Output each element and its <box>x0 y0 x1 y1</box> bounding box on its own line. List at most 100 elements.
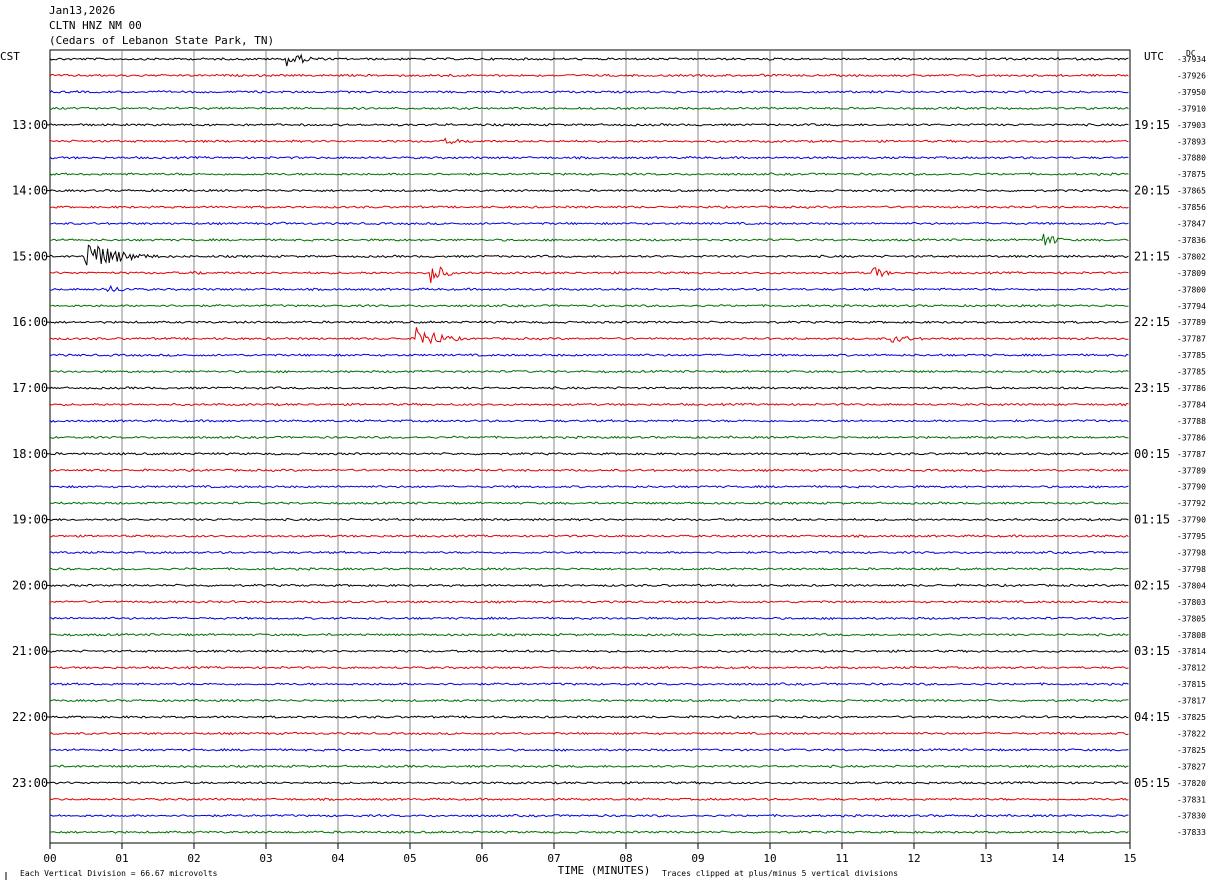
dc-offset-label: -37830 <box>1177 812 1206 821</box>
dc-offset-label: -37934 <box>1177 55 1206 64</box>
seismic-trace <box>49 764 1129 769</box>
x-tick-label: 14 <box>1051 852 1065 865</box>
dc-offset-label: -37815 <box>1177 680 1206 689</box>
dc-offset-label: -37831 <box>1177 795 1206 804</box>
dc-offset-label: -37880 <box>1177 154 1206 163</box>
seismic-trace <box>49 731 1129 736</box>
right-hour-label: 01:15 <box>1134 513 1170 527</box>
dc-offset-label: -37786 <box>1177 384 1206 393</box>
seismic-trace <box>49 797 1129 802</box>
seismic-trace <box>49 53 1129 67</box>
station-label: CLTN HNZ NM 00 <box>49 19 142 32</box>
left-hour-label: 23:00 <box>12 776 48 790</box>
dc-offset-label: -37809 <box>1177 269 1206 278</box>
dc-offset-label: -37787 <box>1177 335 1206 344</box>
seismic-trace <box>49 402 1129 407</box>
right-hour-label: 20:15 <box>1134 184 1170 198</box>
dc-offset-label: -37836 <box>1177 236 1206 245</box>
seismic-trace <box>49 649 1129 654</box>
left-hour-label: 18:00 <box>12 447 48 461</box>
dc-offset-label: -37790 <box>1177 483 1206 492</box>
x-tick-label: 13 <box>979 852 992 865</box>
dc-offset-label: -37856 <box>1177 203 1206 212</box>
seismic-trace <box>49 715 1129 719</box>
seismic-trace <box>49 600 1129 604</box>
right-hour-label: 23:15 <box>1134 381 1170 395</box>
seismic-trace <box>49 451 1129 456</box>
dc-offset-label: -37787 <box>1177 450 1206 459</box>
seismic-trace <box>49 221 1129 226</box>
x-tick-label: 11 <box>835 852 848 865</box>
x-tick-label: 10 <box>763 852 776 865</box>
dc-offset-label: -37805 <box>1177 614 1206 623</box>
dc-offset-label: -37817 <box>1177 697 1206 706</box>
x-tick-label: 05 <box>403 852 416 865</box>
x-tick-label: 07 <box>547 852 560 865</box>
seismic-trace <box>49 517 1129 522</box>
seismic-trace <box>49 266 1129 284</box>
left-hour-label: 22:00 <box>12 710 48 724</box>
seismic-trace <box>49 320 1129 325</box>
left-hour-label: 13:00 <box>12 118 48 132</box>
dc-offset-label: -37950 <box>1177 88 1206 97</box>
dc-offset-label: -37875 <box>1177 170 1206 179</box>
seismic-trace <box>49 813 1129 818</box>
seismic-trace <box>49 583 1129 588</box>
left-timezone-label: CST <box>0 50 20 63</box>
x-tick-label: 03 <box>259 852 272 865</box>
seismic-trace <box>49 73 1129 78</box>
dc-offset-label: -37789 <box>1177 318 1206 327</box>
clip-note: Traces clipped at plus/minus 5 vertical … <box>662 869 898 878</box>
dc-offset-label: -37803 <box>1177 598 1206 607</box>
seismic-trace <box>49 303 1129 308</box>
left-hour-label: 19:00 <box>12 513 48 527</box>
dc-offset-label: -37825 <box>1177 746 1206 755</box>
x-tick-label: 09 <box>691 852 704 865</box>
seismic-trace <box>49 534 1129 538</box>
seismic-trace <box>49 781 1129 785</box>
right-hour-label: 05:15 <box>1134 776 1170 790</box>
dc-offset-label: -37893 <box>1177 137 1206 146</box>
x-tick-label: 01 <box>115 852 128 865</box>
seismic-trace <box>49 501 1129 505</box>
seismic-trace <box>49 698 1129 703</box>
left-hour-label: 15:00 <box>12 249 48 263</box>
seismic-trace <box>49 748 1129 752</box>
dc-offset-label: -37798 <box>1177 565 1206 574</box>
dc-offset-label: -37794 <box>1177 302 1206 311</box>
seismic-trace <box>49 435 1129 440</box>
dc-offset-label: -37792 <box>1177 499 1206 508</box>
seismic-trace <box>49 233 1129 246</box>
dc-offset-label: -37865 <box>1177 187 1206 196</box>
x-tick-label: 00 <box>43 852 56 865</box>
right-hour-label: 03:15 <box>1134 644 1170 658</box>
dc-offset-label: -37795 <box>1177 532 1206 541</box>
seismic-trace <box>49 682 1129 686</box>
seismic-trace <box>49 419 1129 423</box>
seismic-trace <box>49 468 1129 473</box>
plot-frame <box>49 49 1131 844</box>
left-hour-label: 21:00 <box>12 644 48 658</box>
dc-offset-label: -37802 <box>1177 252 1206 261</box>
dc-offset-label: -37790 <box>1177 516 1206 525</box>
dc-offset-label: -37785 <box>1177 368 1206 377</box>
dc-offset-label: -37820 <box>1177 779 1206 788</box>
left-hour-label: 16:00 <box>12 315 48 329</box>
dc-offset-label: -37785 <box>1177 351 1206 360</box>
seismic-trace <box>49 484 1129 489</box>
x-tick-label: 08 <box>619 852 632 865</box>
dc-offset-label: -37926 <box>1177 71 1206 80</box>
seismic-trace <box>49 550 1129 555</box>
dc-offset-label: -37822 <box>1177 729 1206 738</box>
dc-offset-label: -37825 <box>1177 713 1206 722</box>
scale-note: Each Vertical Division = 66.67 microvolt… <box>20 869 218 878</box>
seismic-trace <box>49 567 1129 571</box>
seismic-trace <box>50 830 1129 834</box>
dc-offset-label: -37786 <box>1177 433 1206 442</box>
seismic-trace <box>49 244 1129 266</box>
dc-offset-label: -37903 <box>1177 121 1206 130</box>
right-timezone-label: UTC <box>1144 50 1164 63</box>
seismic-trace <box>49 188 1129 193</box>
right-hour-label: 00:15 <box>1134 447 1170 461</box>
dc-offset-label: -37784 <box>1177 400 1206 409</box>
